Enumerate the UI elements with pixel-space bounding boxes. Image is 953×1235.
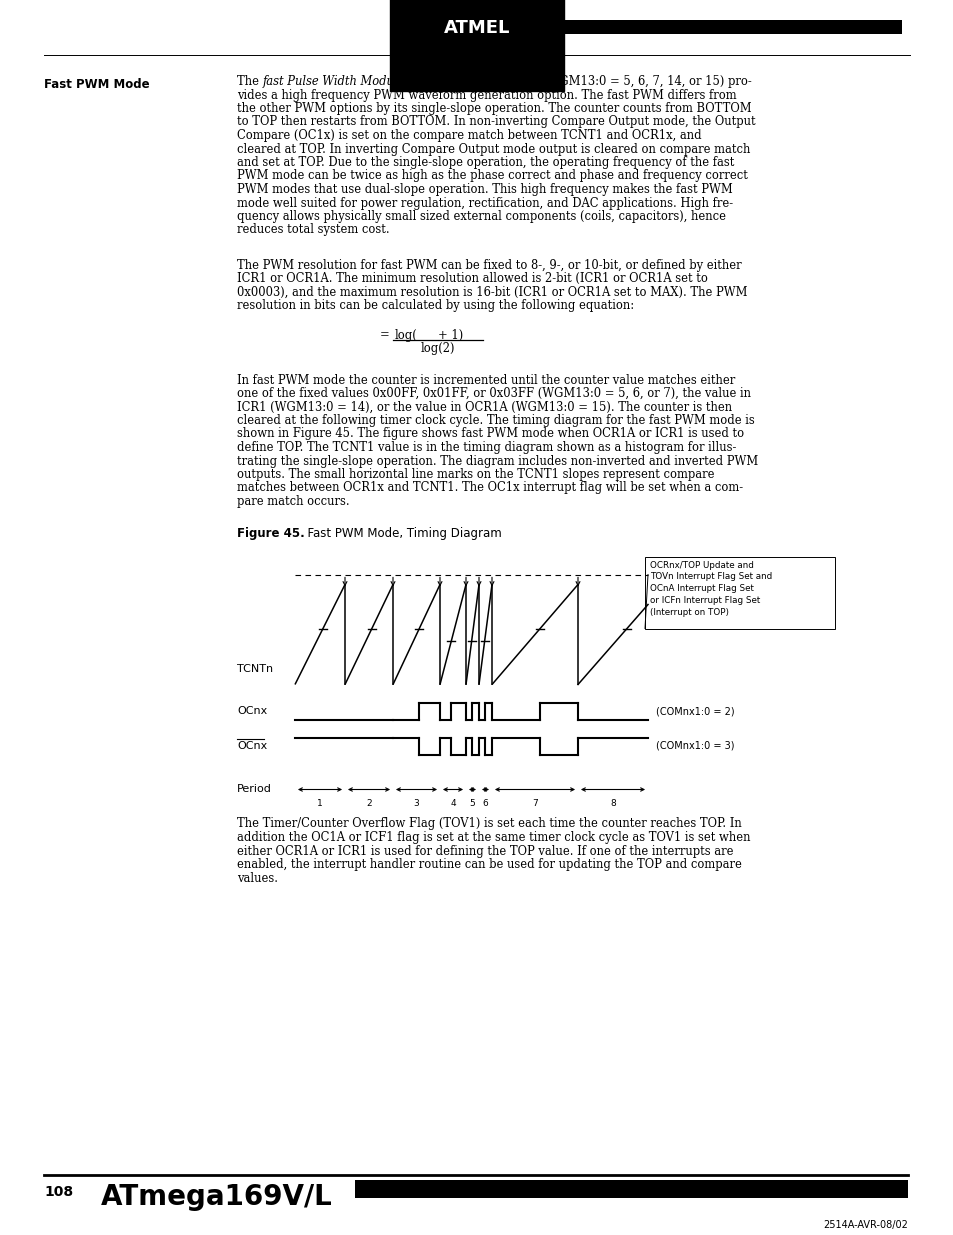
Text: reduces total system cost.: reduces total system cost. [236,224,389,236]
Text: matches between OCR1x and TCNT1. The OC1x interrupt flag will be set when a com-: matches between OCR1x and TCNT1. The OC1… [236,482,742,494]
Text: 0x0003), and the maximum resolution is 16-bit (ICR1 or OCR1A set to MAX). The PW: 0x0003), and the maximum resolution is 1… [236,285,747,299]
Text: the other PWM options by its single-slope operation. The counter counts from BOT: the other PWM options by its single-slop… [236,103,751,115]
Text: vides a high frequency PWM waveform generation option. The fast PWM differs from: vides a high frequency PWM waveform gene… [236,89,736,101]
Text: 3: 3 [414,799,419,809]
Text: ATmega169V/L: ATmega169V/L [101,1183,333,1212]
Bar [644,557,834,629]
Text: 1: 1 [316,799,322,809]
Text: fast Pulse Width Modulation: fast Pulse Width Modulation [262,75,427,88]
Text: 108: 108 [44,1186,73,1199]
Text: ATMEL: ATMEL [443,19,510,37]
Text: The PWM resolution for fast PWM can be fixed to 8-, 9-, or 10-bit, or defined by: The PWM resolution for fast PWM can be f… [236,258,740,272]
Text: Period: Period [236,784,272,794]
Text: + 1): + 1) [437,329,463,342]
Text: OCnx: OCnx [236,741,267,751]
Text: ICR1 (WGM13:0 = 14), or the value in OCR1A (WGM13:0 = 15). The counter is then: ICR1 (WGM13:0 = 14), or the value in OCR… [236,400,731,414]
Text: addition the OC1A or ICF1 flag is set at the same timer clock cycle as TOV1 is s: addition the OC1A or ICF1 flag is set at… [236,831,750,844]
Text: (COMnx1:0 = 3): (COMnx1:0 = 3) [656,741,734,751]
Text: either OCR1A or ICR1 is used for defining the TOP value. If one of the interrupt: either OCR1A or ICR1 is used for definin… [236,845,733,857]
Text: and set at TOP. Due to the single-slope operation, the operating frequency of th: and set at TOP. Due to the single-slope … [236,156,734,169]
Text: OCnx: OCnx [236,706,267,716]
Text: ®: ® [512,40,518,46]
Text: =: = [380,329,390,342]
Bar [355,1179,907,1198]
Text: PWM mode can be twice as high as the phase correct and phase and frequency corre: PWM mode can be twice as high as the pha… [236,169,747,183]
Text: 2: 2 [366,799,372,809]
Text: values.: values. [236,872,277,884]
Text: 7: 7 [532,799,537,809]
Text: mode well suited for power regulation, rectification, and DAC applications. High: mode well suited for power regulation, r… [236,196,732,210]
Text: PWM modes that use dual-slope operation. This high frequency makes the fast PWM: PWM modes that use dual-slope operation.… [236,183,732,196]
Text: Fast PWM Mode, Timing Diagram: Fast PWM Mode, Timing Diagram [299,526,501,540]
Bar [530,20,901,35]
Text: The Timer/Counter Overflow Flag (TOV1) is set each time the counter reaches TOP.: The Timer/Counter Overflow Flag (TOV1) i… [236,818,741,830]
Text: log(: log( [395,329,417,342]
Text: one of the fixed values 0x00FF, 0x01FF, or 0x03FF (WGM13:0 = 5, 6, or 7), the va: one of the fixed values 0x00FF, 0x01FF, … [236,387,750,400]
Text: outputs. The small horizontal line marks on the TCNT1 slopes represent compare: outputs. The small horizontal line marks… [236,468,714,480]
Text: TCNTn: TCNTn [236,664,273,674]
Text: ICR1 or OCR1A. The minimum resolution allowed is 2-bit (ICR1 or OCR1A set to: ICR1 or OCR1A. The minimum resolution al… [236,272,707,285]
Text: pare match occurs.: pare match occurs. [236,495,349,508]
Text: OCRnx/TOP Update and
TOVn Interrupt Flag Set and
OCnA Interrupt Flag Set
or ICFn: OCRnx/TOP Update and TOVn Interrupt Flag… [649,561,771,618]
Text: Fast PWM Mode: Fast PWM Mode [44,78,150,91]
Text: Compare (OC1x) is set on the compare match between TCNT1 and OCR1x, and: Compare (OC1x) is set on the compare mat… [236,128,700,142]
Text: shown in Figure 45. The figure shows fast PWM mode when OCR1A or ICR1 is used to: shown in Figure 45. The figure shows fas… [236,427,743,441]
Text: to TOP then restarts from BOTTOM. In non-inverting Compare Output mode, the Outp: to TOP then restarts from BOTTOM. In non… [236,116,755,128]
Text: The: The [236,75,262,88]
Text: resolution in bits can be calculated by using the following equation:: resolution in bits can be calculated by … [236,299,634,312]
Text: In fast PWM mode the counter is incremented until the counter value matches eith: In fast PWM mode the counter is incremen… [236,373,735,387]
Text: 4: 4 [450,799,456,809]
Text: trating the single-slope operation. The diagram includes non-inverted and invert: trating the single-slope operation. The … [236,454,758,468]
Text: cleared at TOP. In inverting Compare Output mode output is cleared on compare ma: cleared at TOP. In inverting Compare Out… [236,142,750,156]
Text: 6: 6 [482,799,488,809]
Text: (COMnx1:0 = 2): (COMnx1:0 = 2) [656,706,734,716]
Text: 2514A-AVR-08/02: 2514A-AVR-08/02 [822,1220,907,1230]
Text: cleared at the following timer clock cycle. The timing diagram for the fast PWM : cleared at the following timer clock cyc… [236,414,754,427]
Text: log(2): log(2) [420,342,455,354]
Text: or fast PWM mode (WGM13:0 = 5, 6, 7, 14, or 15) pro-: or fast PWM mode (WGM13:0 = 5, 6, 7, 14,… [427,75,752,88]
Text: enabled, the interrupt handler routine can be used for updating the TOP and comp: enabled, the interrupt handler routine c… [236,858,741,871]
Text: 5: 5 [469,799,475,809]
Text: 8: 8 [610,799,616,809]
Text: Figure 45.: Figure 45. [236,526,304,540]
Text: quency allows physically small sized external components (coils, capacitors), he: quency allows physically small sized ext… [236,210,725,224]
Text: define TOP. The TCNT1 value is in the timing diagram shown as a histogram for il: define TOP. The TCNT1 value is in the ti… [236,441,736,454]
